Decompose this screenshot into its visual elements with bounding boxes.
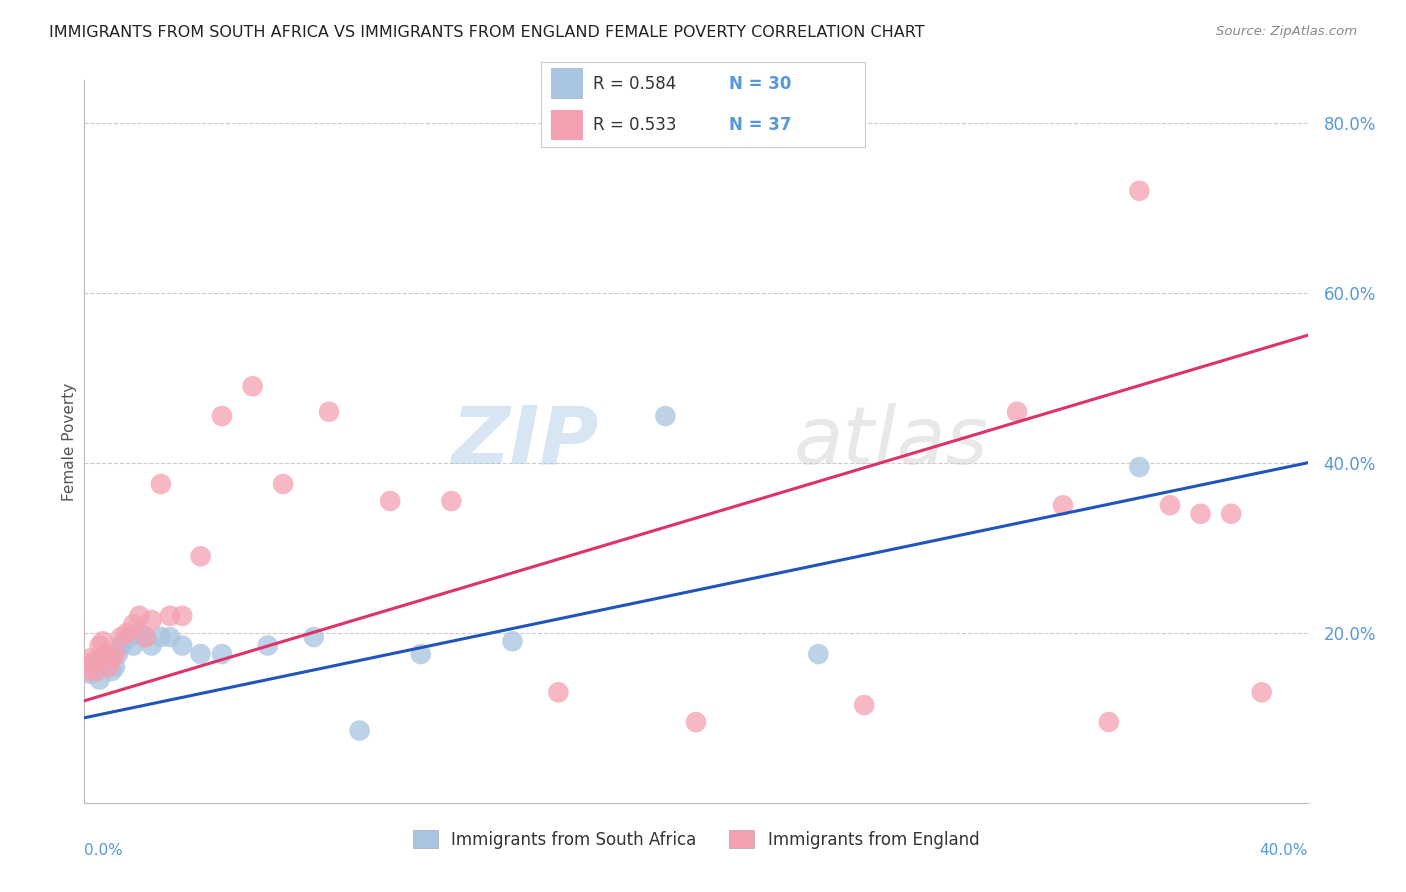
Text: N = 30: N = 30 [728,75,792,93]
Point [172,608,194,623]
Text: atlas: atlas [794,402,988,481]
Point [112,634,135,648]
Point [101,651,124,665]
Point [115,625,138,640]
Point [86,664,108,678]
Point [807,647,830,661]
Text: N = 37: N = 37 [728,116,792,134]
Point [242,379,264,393]
Point [502,634,524,648]
Text: ZIP: ZIP [451,402,598,481]
Point [89,639,111,653]
Point [122,617,145,632]
Point [1005,405,1028,419]
Point [190,647,212,661]
Point [318,405,340,419]
Point [149,630,172,644]
Point [141,639,163,653]
Point [1128,460,1150,475]
Point [1220,507,1243,521]
Point [380,494,402,508]
Point [83,656,105,670]
Point [91,651,114,665]
Point [440,494,463,508]
Legend: Immigrants from South Africa, Immigrants from England: Immigrants from South Africa, Immigrants… [412,830,980,848]
Bar [551,110,583,140]
Point [211,409,233,423]
Text: IMMIGRANTS FROM SOUTH AFRICA VS IMMIGRANTS FROM ENGLAND FEMALE POVERTY CORRELATI: IMMIGRANTS FROM SOUTH AFRICA VS IMMIGRAN… [49,25,925,40]
Point [1052,498,1074,512]
Point [104,647,127,661]
Point [79,651,101,665]
Text: R = 0.533: R = 0.533 [593,116,676,134]
Point [128,608,150,623]
Point [349,723,371,738]
Point [97,660,120,674]
Text: 40.0%: 40.0% [1260,843,1308,857]
Point [135,630,157,644]
Point [211,647,233,661]
Point [94,647,117,661]
Bar [551,69,583,99]
Point [86,660,108,674]
Point [135,630,157,644]
Point [120,630,142,644]
Point [101,664,124,678]
Text: Source: ZipAtlas.com: Source: ZipAtlas.com [1216,25,1357,38]
Point [91,634,114,648]
Point [159,630,181,644]
Point [271,477,294,491]
Point [1189,507,1212,521]
Text: 0.0%: 0.0% [84,843,124,857]
Point [190,549,212,564]
Y-axis label: Female Poverty: Female Poverty [62,383,77,500]
Point [107,647,129,661]
Point [685,714,707,729]
Point [79,664,101,678]
Point [89,673,111,687]
Point [654,409,676,423]
Point [302,630,325,644]
Point [122,639,145,653]
Point [1250,685,1272,699]
Point [104,660,127,674]
Point [172,639,194,653]
Point [1128,184,1150,198]
Point [1098,714,1121,729]
Point [141,613,163,627]
Text: R = 0.584: R = 0.584 [593,75,676,93]
Point [257,639,280,653]
Point [110,639,132,653]
Point [83,656,105,670]
Point [97,656,120,670]
Point [94,647,117,661]
Point [76,664,98,678]
Point [159,608,181,623]
Point [547,685,569,699]
Point [110,630,132,644]
Point [1159,498,1181,512]
Point [409,647,432,661]
Point [128,625,150,640]
Point [149,477,172,491]
Point [853,698,876,712]
